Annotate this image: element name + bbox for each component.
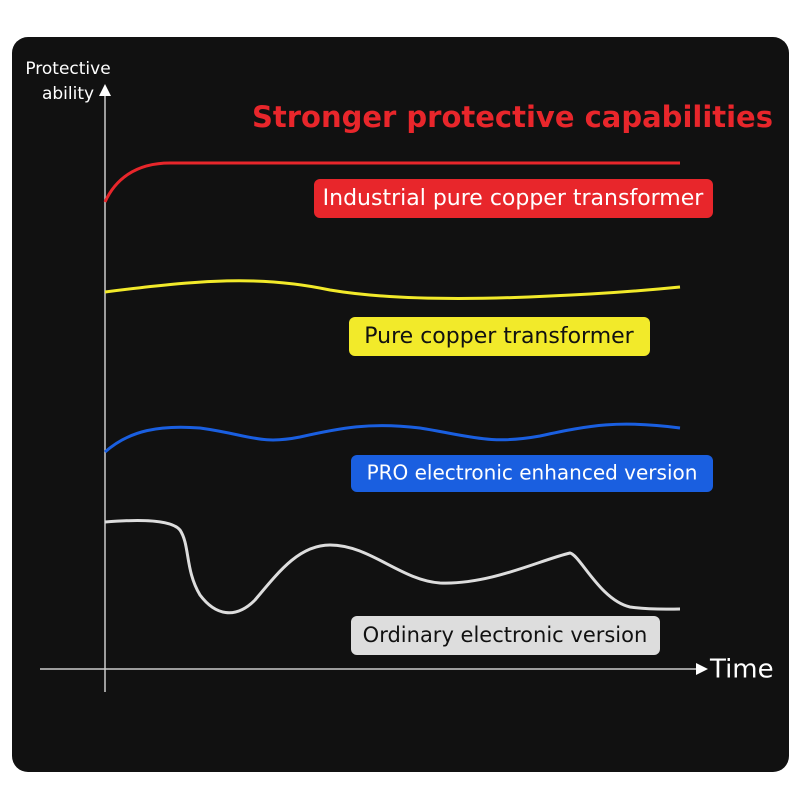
curve: [104, 279, 681, 300]
panel: [12, 37, 789, 772]
curve: [104, 519, 681, 615]
x-arrow: [696, 663, 708, 675]
curve-label: Pure copper transformer: [364, 324, 634, 349]
curve-label: Industrial pure copper transformer: [323, 186, 705, 211]
label-box: [349, 317, 650, 356]
title: Stronger protective capabilities: [252, 100, 773, 134]
y-axis-label: ability: [42, 84, 94, 104]
curve: [104, 422, 681, 454]
curve-label: PRO electronic enhanced version: [367, 461, 698, 485]
curve: [103, 161, 680, 203]
y-arrow: [99, 84, 111, 96]
curve-label: Ordinary electronic version: [363, 623, 648, 647]
x-axis-label: Time: [709, 655, 774, 685]
label-box: [351, 455, 713, 492]
label-box: [314, 179, 713, 218]
label-box: [351, 616, 660, 655]
y-axis-label: Protective: [25, 59, 110, 79]
